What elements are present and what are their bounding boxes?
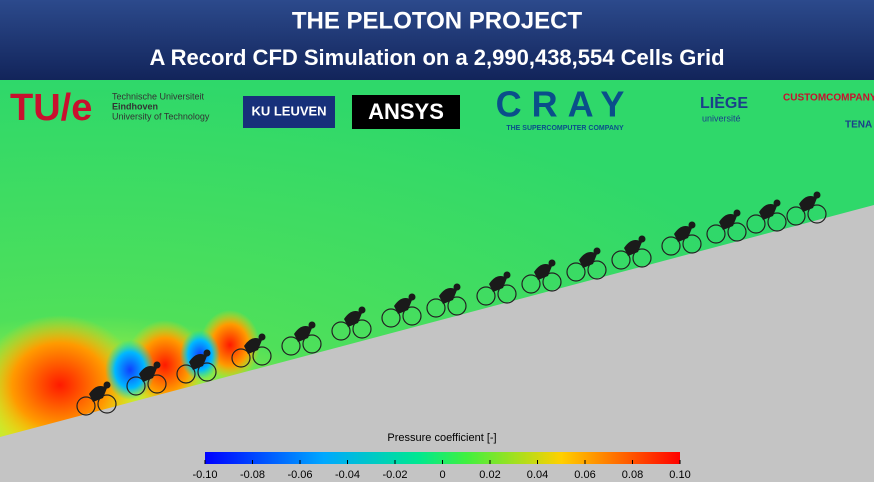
tick-label: 0.08 — [622, 469, 643, 481]
subtitle: A Record CFD Simulation on a 2,990,438,5… — [149, 45, 724, 70]
tick-label: -0.04 — [335, 469, 360, 481]
logo-text: THE SUPERCOMPUTER COMPANY — [506, 125, 624, 132]
logo: CRAY — [496, 84, 635, 125]
poster: THE PELOTON PROJECT A Record CFD Simulat… — [0, 0, 874, 482]
logo-text: University of Technology — [112, 111, 210, 121]
tick-label: -0.08 — [240, 469, 265, 481]
logo-text: Technische Universiteit — [112, 91, 205, 101]
logo: LIÈGE — [700, 93, 748, 112]
logo: TU/e — [10, 87, 92, 129]
tick-label: 0.04 — [527, 469, 548, 481]
logo: CUSTOMCOMPANY — [783, 93, 874, 104]
tick-label: 0 — [439, 469, 445, 481]
title: THE PELOTON PROJECT — [292, 7, 583, 34]
logo: KU LEUVEN — [251, 103, 326, 118]
tick-label: -0.10 — [192, 469, 217, 481]
page: THE PELOTON PROJECT A Record CFD Simulat… — [0, 0, 874, 487]
logo-text: université — [702, 113, 741, 123]
tick-label: -0.06 — [287, 469, 312, 481]
tick-label: 0.10 — [669, 469, 690, 481]
logo: ANSYS — [368, 99, 444, 124]
logo-text: Eindhoven — [112, 101, 158, 111]
logo: TENA — [845, 120, 872, 131]
colorbar-label: Pressure coefficient [-] — [387, 432, 496, 444]
tick-label: 0.02 — [479, 469, 500, 481]
tick-label: 0.06 — [574, 469, 595, 481]
tick-label: -0.02 — [382, 469, 407, 481]
